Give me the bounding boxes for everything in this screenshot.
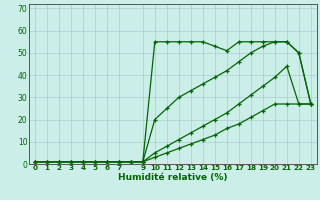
X-axis label: Humidité relative (%): Humidité relative (%) (118, 173, 228, 182)
